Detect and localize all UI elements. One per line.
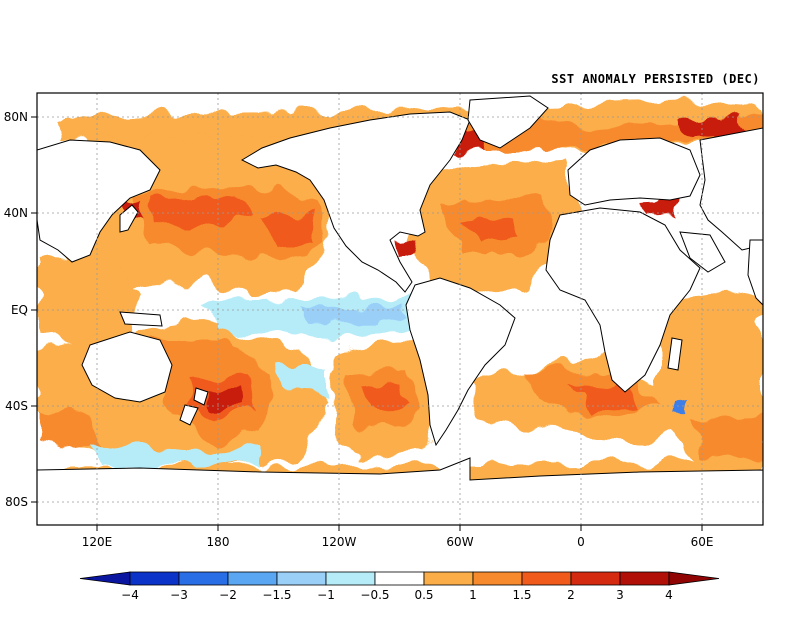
colorbar-label: 1.5 [512, 588, 531, 602]
lat-label-40s: 40S [5, 399, 28, 413]
madagascar [667, 337, 683, 371]
new-guinea [119, 311, 163, 327]
continents [37, 95, 763, 525]
strong-warm-southeast-pacific [360, 382, 405, 412]
antarctica [37, 457, 763, 525]
strong-warm-kuroshio [150, 195, 250, 225]
latitude-labels: 80N 40N EQ 40S 80S [4, 110, 28, 509]
colorbar-label: −2 [219, 588, 237, 602]
colorbar-segment [276, 571, 327, 586]
new-zealand-north [193, 387, 209, 406]
lon-label-180: 180 [207, 535, 230, 549]
lat-label-40n: 40N [4, 206, 28, 220]
colorbar-label: −1 [317, 588, 335, 602]
colorbar-segment [325, 571, 376, 586]
australia [81, 331, 173, 403]
cool-core-equatorial-pacific [300, 306, 402, 322]
colorbar-arrow-high [668, 571, 720, 586]
gridlines [37, 93, 763, 525]
colorbar-label: −1.5 [262, 588, 291, 602]
new-zealand-south [179, 404, 199, 426]
lon-label-120w: 120W [322, 535, 357, 549]
cool-region-southern-ocean [90, 445, 260, 468]
cool-spot-agulhas [668, 400, 690, 415]
cool-region-south-pacific [275, 365, 330, 395]
mid-warm-tasman [37, 410, 100, 450]
arabian-peninsula [679, 231, 726, 273]
mid-warm-indian-south [690, 415, 763, 460]
tick-marks [31, 116, 703, 531]
colorbar-segment [129, 571, 180, 586]
colorbar-label: −3 [170, 588, 188, 602]
lon-label-60e: 60E [691, 535, 714, 549]
colorbar-label: 2 [567, 588, 575, 602]
warm-region-west-pacific [37, 250, 140, 340]
strong-warm-gulf-stream [460, 215, 520, 245]
hot-spot-gulf-of-mexico [395, 236, 422, 257]
india [747, 239, 763, 306]
africa [545, 207, 701, 393]
colorbar-segment [472, 571, 523, 586]
colorbar-label: −4 [121, 588, 139, 602]
colorbar-label: 4 [665, 588, 673, 602]
hot-spot-tasman [210, 390, 242, 410]
greenland [467, 95, 549, 149]
map-title: SST ANOMALY PERSISTED (DEC) [551, 72, 760, 86]
south-america [405, 277, 516, 447]
lon-label-120e: 120E [82, 535, 113, 549]
colorbar-segment [227, 571, 278, 586]
japan [119, 204, 139, 233]
europe [567, 137, 701, 206]
colorbar-segment [178, 571, 229, 586]
colorbar-segment [423, 571, 474, 586]
colorbar-segment [374, 571, 425, 586]
hot-spot-barents-sea [680, 115, 745, 138]
map-frame [36, 92, 764, 526]
colorbar-label: 3 [616, 588, 624, 602]
lat-label-80s: 80S [5, 495, 28, 509]
colorbar-label: 1 [469, 588, 477, 602]
north-america [240, 111, 471, 293]
lon-label-0: 0 [577, 535, 585, 549]
colorbar: −4 −3 −2 −1.5 −1 −0.5 0.5 1 1.5 2 3 4 [79, 571, 720, 602]
lon-label-60w: 60W [446, 535, 473, 549]
asia-west [699, 127, 763, 251]
colorbar-segment [521, 571, 572, 586]
asia-east [37, 139, 161, 263]
lat-label-eq: EQ [11, 303, 28, 317]
longitude-labels: 120E 180 120W 60W 0 60E [82, 535, 714, 549]
colorbar-segment [570, 571, 621, 586]
colorbar-label: −0.5 [360, 588, 389, 602]
colorbar-label: 0.5 [414, 588, 433, 602]
strong-warm-central-north-pacific [260, 212, 315, 245]
colorbar-arrow-low [79, 571, 131, 586]
lat-label-80n: 80N [4, 110, 28, 124]
colorbar-segment [619, 571, 670, 586]
strong-warm-south-atlantic [570, 385, 640, 412]
